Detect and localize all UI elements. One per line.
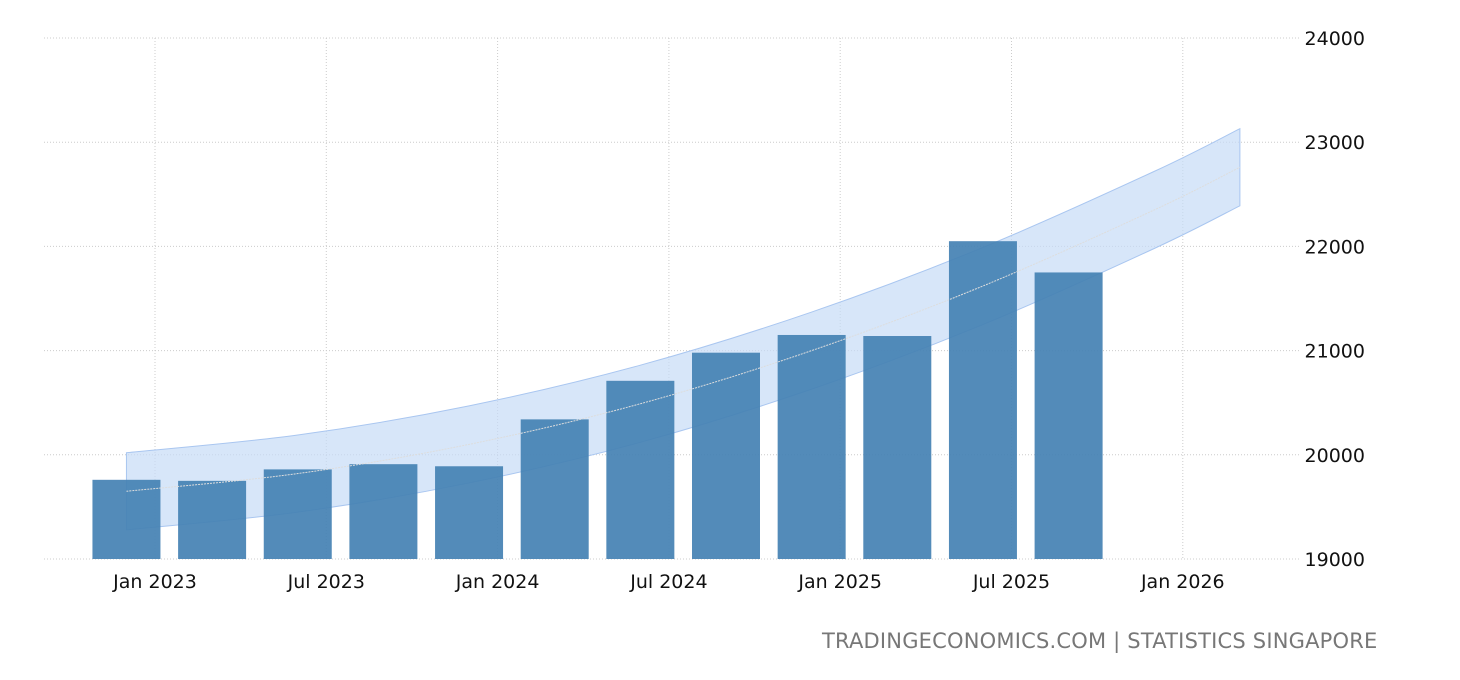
bar [92, 479, 161, 559]
bar [1034, 272, 1103, 559]
y-tick-label: 23000 [1305, 132, 1365, 154]
x-tick-label: Jan 2025 [797, 571, 882, 593]
bar [263, 469, 332, 559]
x-tick-label: Jul 2023 [287, 571, 365, 593]
y-tick-label: 19000 [1305, 549, 1365, 571]
x-axis: Jan 2023 Jul 2023 Jan 2024 Jul 2024 Jan 2025… [112, 571, 1224, 593]
bar [948, 241, 1017, 559]
y-tick-label: 21000 [1305, 341, 1365, 363]
bar [692, 352, 760, 559]
x-tick-label: Jul 2024 [629, 571, 707, 593]
bar [520, 419, 589, 559]
bar [349, 464, 418, 559]
x-tick-label: Jan 2024 [455, 571, 540, 593]
y-tick-label: 20000 [1305, 445, 1365, 467]
source-footer: TRADINGECONOMICS.COM | STATISTICS SINGAP… [822, 629, 1378, 653]
y-tick-label: 22000 [1305, 236, 1365, 258]
x-tick-label: Jan 2026 [1140, 571, 1225, 593]
bar [606, 380, 675, 559]
bars [92, 241, 1103, 559]
y-tick-label: 24000 [1305, 28, 1365, 50]
trend-line-path [126, 166, 1241, 492]
bar [178, 480, 247, 559]
y-axis: 19000 20000 21000 22000 23000 24000 [1305, 28, 1365, 571]
bar [435, 466, 504, 559]
x-tick-label: Jul 2025 [972, 571, 1050, 593]
bar [777, 334, 846, 559]
bar [863, 336, 932, 559]
x-tick-label: Jan 2023 [112, 571, 197, 593]
trend-line [126, 166, 1241, 492]
